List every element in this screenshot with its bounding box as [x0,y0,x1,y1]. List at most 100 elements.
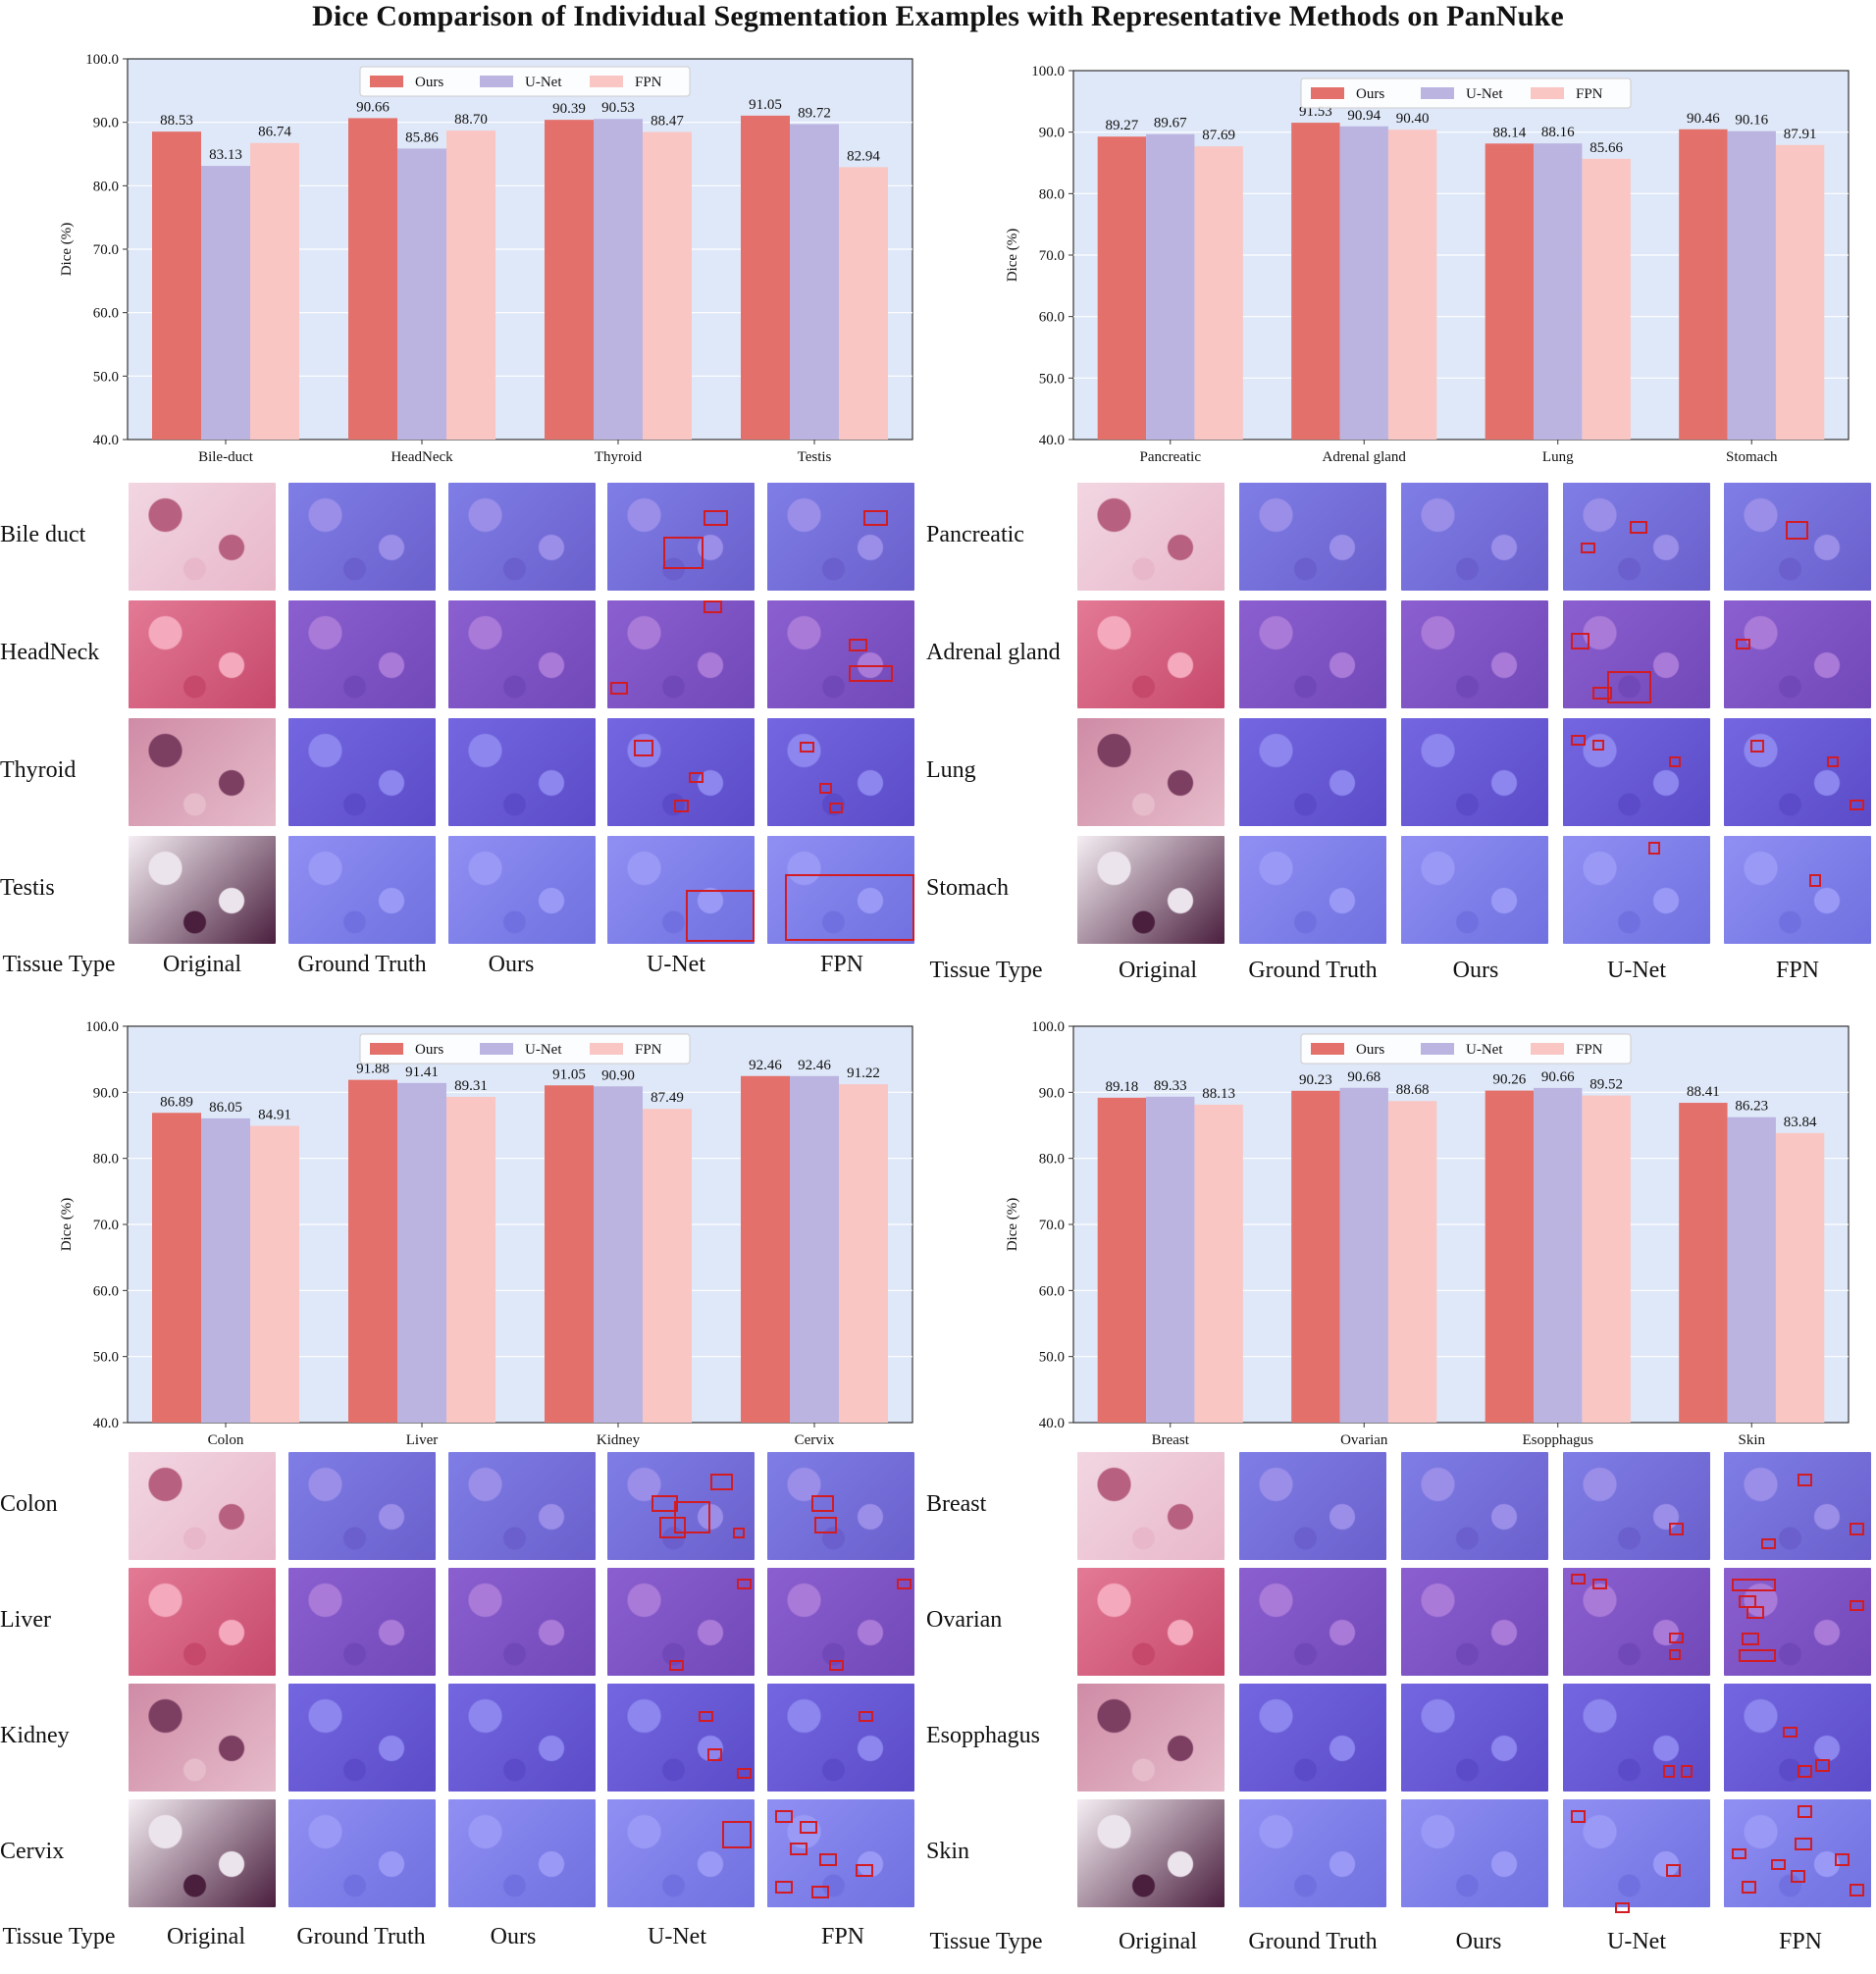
unet-prediction-image [1563,1684,1710,1792]
legend-label: U-Net [525,1042,562,1058]
error-highlight-box [1607,670,1651,703]
x-tick-label: HeadNeck [391,449,453,465]
bar-fpn [839,167,888,440]
error-highlight-box [1570,633,1589,649]
original-image [1077,1684,1225,1792]
legend-swatch [370,76,403,87]
bar-ours [152,131,201,440]
ground-truth-image [288,1799,436,1907]
bar-unet [594,1086,643,1423]
tissue-row-label: Ovarian [926,1607,1003,1633]
legend-swatch [590,1043,623,1055]
bar-ours [545,120,594,441]
error-highlight-box [848,665,893,682]
x-tick-label: Cervix [795,1432,835,1448]
bar-unet [1727,130,1776,440]
bar-chart-svg: 40.0 50.0 60.0 70.0 80.0 90.0 100.0 Dice (%) 86.… [59,1019,913,1448]
column-label: FPN [1778,1929,1823,1954]
error-highlight-box [707,1748,722,1762]
ground-truth-image [1239,718,1386,826]
bar-fpn [1775,144,1825,440]
original-image [129,483,276,591]
error-highlight-box [685,890,755,942]
bar-value-label: 90.94 [1347,108,1381,124]
tissue-row-label: Lung [926,757,976,783]
fpn-prediction-image [767,600,914,708]
bar-ours [545,1085,594,1423]
legend-label: FPN [1576,86,1603,102]
y-tick-label: 70.0 [93,1218,119,1233]
tissue-row-label: Adrenal gland [926,640,1061,665]
error-highlight-box [732,1528,745,1538]
bar-unet [397,1082,446,1423]
legend-box [1300,78,1632,109]
error-highlight-box [818,783,832,794]
x-tick-label: Pancreatic [1140,449,1202,465]
y-tick-label: 80.0 [93,179,119,194]
error-highlight-box [673,799,689,812]
y-tick-label: 90.0 [1039,1085,1065,1101]
bar-value-label: 90.39 [552,101,586,117]
error-highlight-box [897,1579,912,1589]
error-highlight-box [800,1821,817,1835]
error-highlight-box [811,1495,834,1512]
error-highlight-box [1809,873,1821,887]
y-tick-label: 90.0 [1039,126,1065,141]
x-tick-label: Skin [1738,1432,1765,1448]
bar-value-label: 91.05 [749,97,782,113]
ground-truth-image [288,483,436,591]
error-highlight-box [1669,1648,1681,1660]
column-label: Original [167,1924,245,1949]
bar-ours [1679,129,1728,440]
fpn-prediction-image [767,836,914,944]
x-tick-label: Esopphagus [1523,1432,1594,1448]
bar-fpn [446,1096,495,1423]
y-axis-label: Dice (%) [59,223,75,277]
legend-swatch [590,76,623,87]
error-highlight-box [1570,1810,1586,1824]
legend-label: FPN [635,1042,662,1058]
column-label: FPN [820,1924,865,1949]
error-highlight-box [1849,1522,1864,1535]
legend-label: FPN [635,75,662,90]
y-tick-label: 80.0 [1039,186,1065,202]
bar-value-label: 90.68 [1347,1069,1381,1085]
tissue-row-label: HeadNeck [0,640,100,665]
ours-prediction-image [448,836,596,944]
bar-ours [1291,1090,1340,1423]
legend-label: U-Net [1466,86,1503,102]
error-highlight-box [1592,1579,1607,1589]
unet-prediction-image [607,1799,755,1907]
ours-prediction-image [1401,836,1548,944]
error-highlight-box [1786,520,1808,541]
error-highlight-box [856,1864,873,1878]
y-tick-label: 70.0 [1039,248,1065,264]
error-highlight-box [1815,1759,1830,1773]
bar-chart-svg: 40.0 50.0 60.0 70.0 80.0 90.0 100.0 Dice (%) 89.… [1005,64,1850,465]
legend-swatch [370,1043,403,1055]
bar-ours [741,115,790,441]
ground-truth-image [1239,1799,1386,1907]
error-highlight-box [1592,687,1612,701]
unet-prediction-image [607,1452,755,1560]
column-label: Original [1119,1929,1197,1954]
x-tick-label: Liver [406,1432,438,1448]
bar-value-label: 83.84 [1784,1115,1817,1130]
bar-value-label: 88.53 [160,113,193,129]
ours-prediction-image [1401,1799,1548,1907]
bar-ours [152,1113,201,1423]
bar-value-label: 88.14 [1493,125,1527,140]
bar-value-label: 90.46 [1687,111,1720,127]
original-image [129,1452,276,1560]
y-tick-label: 80.0 [93,1152,119,1168]
bar-unet [1534,1087,1583,1423]
error-highlight-box [818,1853,837,1867]
original-image [129,836,276,944]
bar-value-label: 88.47 [651,114,684,130]
unet-prediction-image [1563,1568,1710,1676]
figure-title: Dice Comparison of Individual Segmentati… [312,0,1564,32]
unet-prediction-image [1563,600,1710,708]
error-highlight-box [634,740,653,756]
error-highlight-box [829,802,843,813]
legend-swatch [1421,1043,1454,1055]
